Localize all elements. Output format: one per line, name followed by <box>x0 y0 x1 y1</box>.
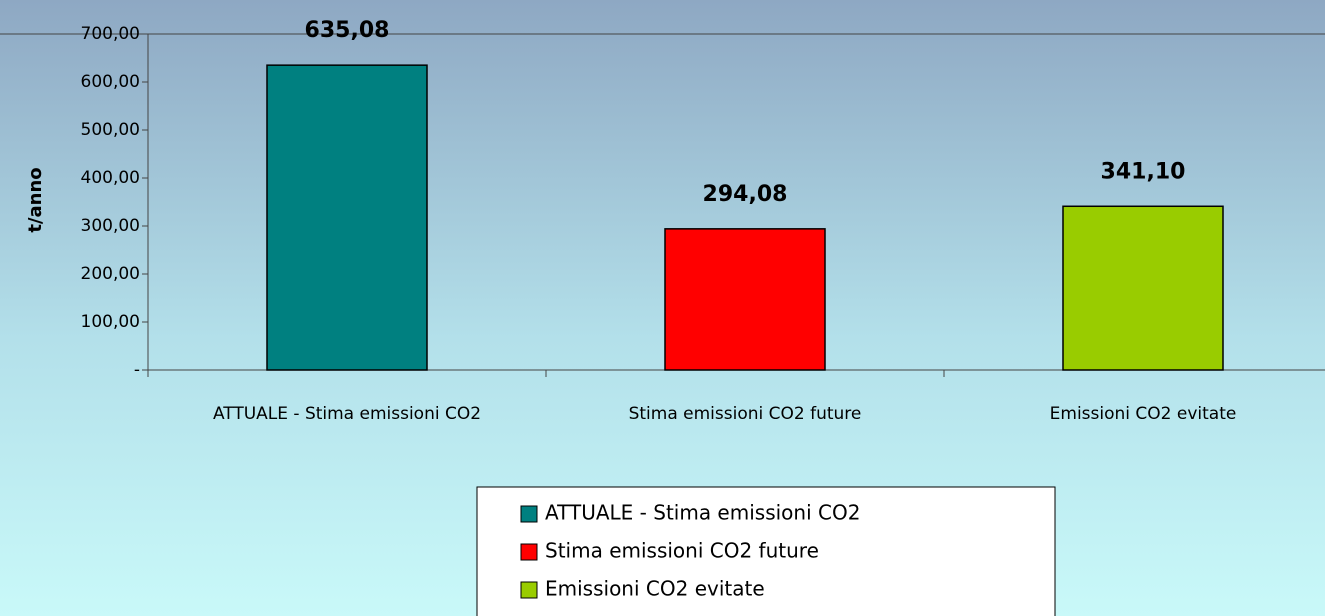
legend-label: Stima emissioni CO2 future <box>545 539 819 563</box>
y-tick-label: 500,00 <box>81 120 140 140</box>
data-label: 294,08 <box>703 182 788 207</box>
legend-box <box>476 486 1056 616</box>
bar <box>266 64 428 371</box>
y-tick-label: - <box>134 360 140 380</box>
y-tick-label: 100,00 <box>81 312 140 332</box>
y-tick-label: 200,00 <box>81 264 140 284</box>
data-label: 635,08 <box>305 18 390 43</box>
x-tick-label: ATTUALE - Stima emissioni CO2 <box>213 404 481 424</box>
legend-label: Emissioni CO2 evitate <box>545 577 765 601</box>
y-tick-label: 400,00 <box>81 168 140 188</box>
legend-swatch <box>520 543 538 561</box>
bar <box>664 228 826 371</box>
legend-swatch <box>520 505 538 523</box>
y-axis-label: t/anno <box>25 167 46 232</box>
legend-swatch <box>520 581 538 599</box>
legend-label: ATTUALE - Stima emissioni CO2 <box>545 501 860 525</box>
bar <box>1062 205 1224 371</box>
y-tick-label: 300,00 <box>81 216 140 236</box>
x-tick-label: Emissioni CO2 evitate <box>1050 404 1237 424</box>
y-tick-label: 700,00 <box>81 24 140 44</box>
y-tick-label: 600,00 <box>81 72 140 92</box>
x-tick-label: Stima emissioni CO2 future <box>629 404 862 424</box>
data-label: 341,10 <box>1101 159 1186 184</box>
